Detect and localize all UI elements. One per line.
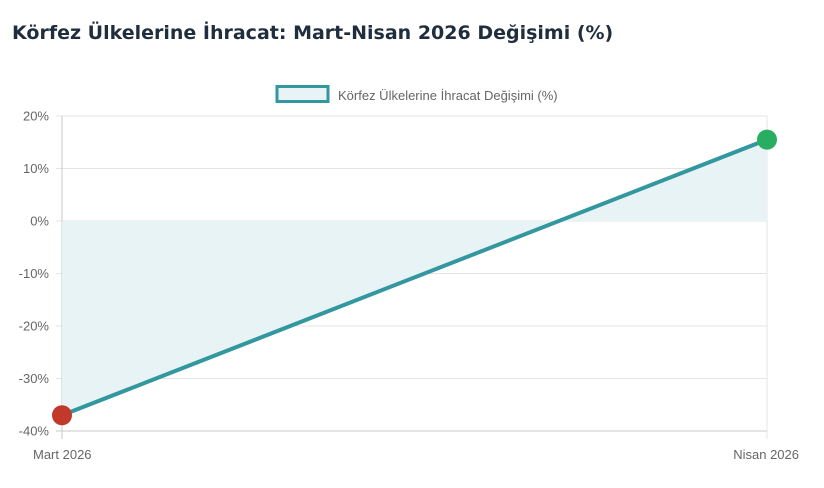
x-tick-label: Mart 2026	[33, 447, 92, 462]
legend-label[interactable]: Körfez Ülkelerine İhracat Değişimi (%)	[338, 88, 558, 103]
y-tick-label: -20%	[19, 319, 50, 334]
series-line	[60, 137, 769, 418]
data-point[interactable]	[757, 129, 777, 150]
y-tick-label: 20%	[23, 109, 49, 124]
y-axis-tick-labels: 20% 10% 0% -10% -20% -30% -40%	[19, 109, 50, 439]
chart-data-points	[52, 129, 777, 426]
y-tick-label: -40%	[19, 424, 50, 439]
y-tick-label: 10%	[23, 161, 49, 176]
y-tick-label: 0%	[30, 214, 49, 229]
x-axis-tick-labels: Mart 2026 Nisan 2026	[33, 447, 799, 462]
page-title: Körfez Ülkelerine İhracat: Mart-Nisan 20…	[12, 22, 614, 44]
x-tick-label: Nisan 2026	[733, 447, 799, 462]
y-tick-label: -30%	[19, 371, 50, 386]
chart-legend[interactable]: Körfez Ülkelerine İhracat Değişimi (%)	[275, 85, 558, 104]
chart-series-line	[60, 137, 769, 418]
legend-swatch[interactable]	[275, 85, 330, 103]
y-tick-label: -10%	[19, 266, 50, 281]
data-point[interactable]	[52, 405, 72, 426]
